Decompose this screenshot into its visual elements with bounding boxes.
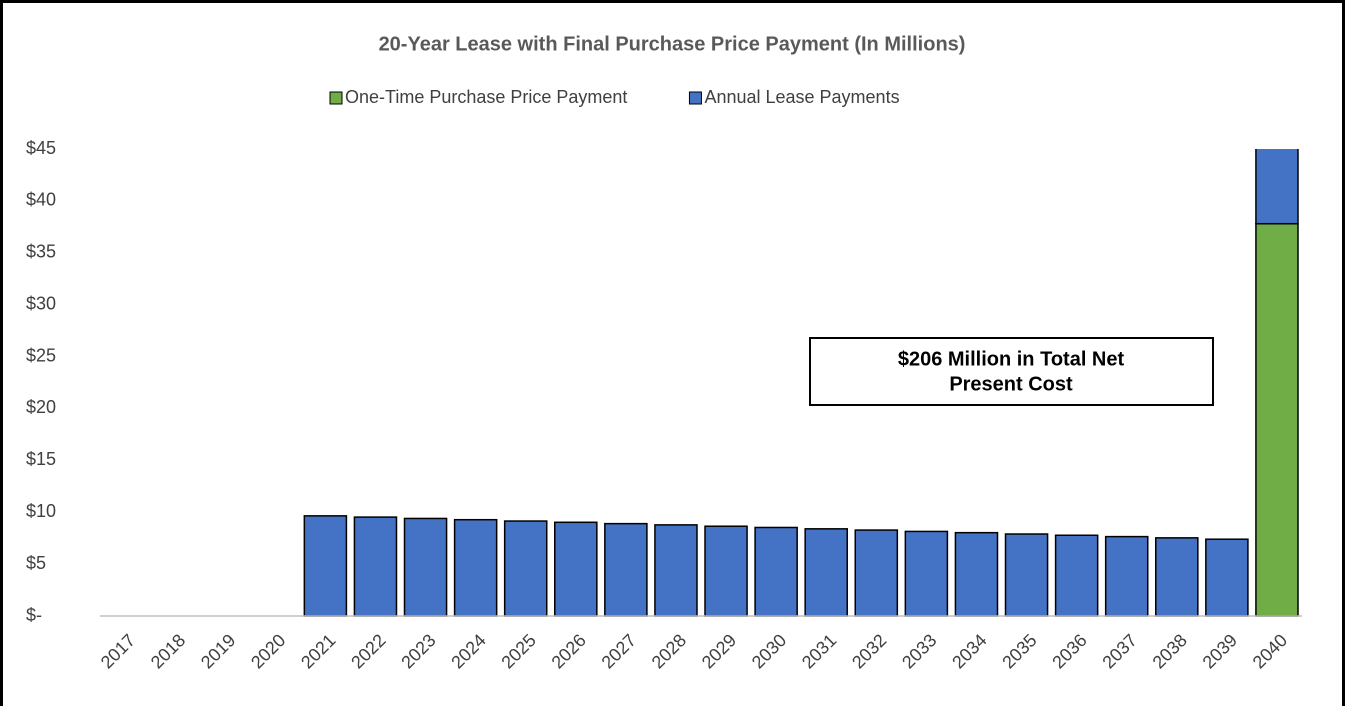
x-tick-label: 2020 (247, 630, 289, 672)
x-tick-label: 2025 (497, 630, 539, 672)
x-tick-label: 2028 (648, 630, 690, 672)
bar (904, 530, 949, 617)
x-tick-label: 2017 (97, 630, 139, 672)
x-tick-label: 2037 (1098, 630, 1140, 672)
x-tick-label: 2021 (297, 630, 339, 672)
y-tick-label: $20 (26, 397, 56, 417)
legend-label: Annual Lease Payments (704, 87, 899, 107)
x-tick-label: 2036 (1048, 630, 1090, 672)
y-tick-label: $25 (26, 345, 56, 365)
bar (704, 525, 748, 617)
legend-swatch (688, 91, 702, 105)
bar (1104, 535, 1149, 617)
bar (1054, 534, 1099, 617)
x-tick-label: 2039 (1199, 630, 1241, 672)
bar (804, 528, 848, 617)
y-tick-label: $35 (26, 242, 56, 262)
x-tick-label: 2026 (548, 630, 590, 672)
bar (303, 515, 348, 617)
bar (353, 516, 398, 617)
bar (1155, 537, 1199, 617)
y-tick-label: $30 (26, 293, 56, 313)
bar (1255, 222, 1299, 617)
x-tick-label: 2040 (1249, 630, 1291, 672)
y-tick-label: $45 (26, 138, 56, 158)
annotation-box (809, 337, 1214, 406)
annotation-text: Present Cost (949, 373, 1073, 395)
x-tick-label: 2023 (397, 630, 439, 672)
y-tick-label: $- (26, 605, 42, 625)
x-tick-label: 2038 (1149, 630, 1191, 672)
bar (854, 529, 899, 617)
x-tick-label: 2033 (898, 630, 940, 672)
y-tick-label: $5 (26, 553, 46, 573)
bar (604, 522, 648, 617)
legend-label: One-Time Purchase Price Payment (345, 87, 627, 107)
bar (954, 531, 999, 617)
x-tick-label: 2018 (147, 630, 189, 672)
x-tick-label: 2019 (197, 630, 239, 672)
y-tick-label: $10 (26, 501, 56, 521)
bar (453, 518, 498, 617)
bar (1004, 533, 1049, 617)
x-tick-label: 2035 (998, 630, 1040, 672)
x-tick-label: 2031 (798, 630, 840, 672)
x-tick-label: 2024 (447, 630, 489, 672)
bar (1255, 149, 1299, 225)
x-tick-label: 2034 (948, 630, 990, 672)
chart-title: 20-Year Lease with Final Purchase Price … (379, 33, 966, 55)
x-tick-label: 2022 (347, 630, 389, 672)
plot-area (303, 149, 1299, 617)
bar (554, 521, 598, 617)
bar (1205, 538, 1249, 617)
x-tick-label: 2029 (698, 630, 740, 672)
bar (654, 524, 698, 617)
x-tick-label: 2032 (848, 630, 890, 672)
x-tick-label: 2030 (748, 630, 790, 672)
bar (403, 517, 448, 617)
legend-swatch (329, 91, 343, 105)
y-tick-label: $15 (26, 449, 56, 469)
bar (503, 520, 548, 617)
y-tick-label: $40 (26, 190, 56, 210)
annotation-text: $206 Million in Total Net (898, 348, 1125, 370)
bar (754, 526, 798, 617)
x-tick-label: 2027 (598, 630, 640, 672)
